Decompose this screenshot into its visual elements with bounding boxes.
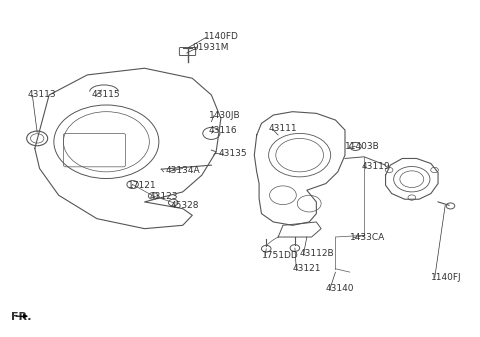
Text: 45328: 45328 (171, 201, 199, 210)
Text: 43135: 43135 (218, 149, 247, 158)
Text: 1430JB: 1430JB (209, 111, 240, 120)
Text: 43134A: 43134A (166, 166, 201, 175)
Text: 11403B: 11403B (345, 142, 380, 151)
Text: 43116: 43116 (209, 126, 238, 134)
Text: 91931M: 91931M (192, 43, 229, 52)
Text: 43123: 43123 (149, 192, 178, 202)
Text: 43119: 43119 (362, 162, 390, 171)
Text: 43121: 43121 (292, 264, 321, 273)
Text: 43113: 43113 (28, 90, 56, 99)
Text: 1140FJ: 1140FJ (431, 273, 461, 282)
Text: 43115: 43115 (92, 90, 120, 99)
Text: 1140FD: 1140FD (204, 32, 239, 41)
Text: 1751DD: 1751DD (262, 251, 298, 260)
Text: FR.: FR. (11, 312, 31, 322)
Text: 43111: 43111 (269, 124, 297, 133)
Text: 1433CA: 1433CA (350, 233, 385, 242)
Text: 17121: 17121 (128, 181, 156, 190)
Text: 43112B: 43112B (300, 249, 334, 258)
Text: 43140: 43140 (326, 284, 354, 293)
